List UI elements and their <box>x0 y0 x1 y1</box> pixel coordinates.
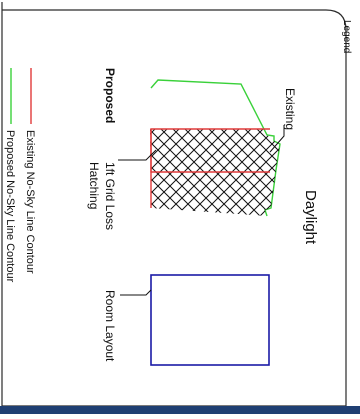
room-layout-label: Room Layout <box>103 290 117 362</box>
grid-loss-leader-line <box>118 149 157 161</box>
legend-title: Legend <box>341 20 352 53</box>
grid-loss-label-line1: 1ft Grid Loss <box>103 162 117 230</box>
legend-heading: Daylight <box>302 190 319 245</box>
existing-contour-key-label: Existing No-Sky Line Contour <box>24 130 36 274</box>
proposed-contour-key-label: Proposed No-Sky Line Contour <box>4 130 16 283</box>
footer-bar <box>0 406 360 414</box>
existing-label: Existing <box>283 88 297 130</box>
proposed-label: Proposed <box>103 68 117 123</box>
room-layout-leader-line <box>120 289 152 296</box>
grid-loss-label-line2: Hatching <box>87 162 101 209</box>
rotated-legend-content: Legend Daylight Existing Proposed 1ft Gr… <box>4 20 352 366</box>
room-layout-rect <box>150 274 270 366</box>
legend-frame <box>1 2 347 407</box>
existing-leader-line <box>269 125 285 153</box>
